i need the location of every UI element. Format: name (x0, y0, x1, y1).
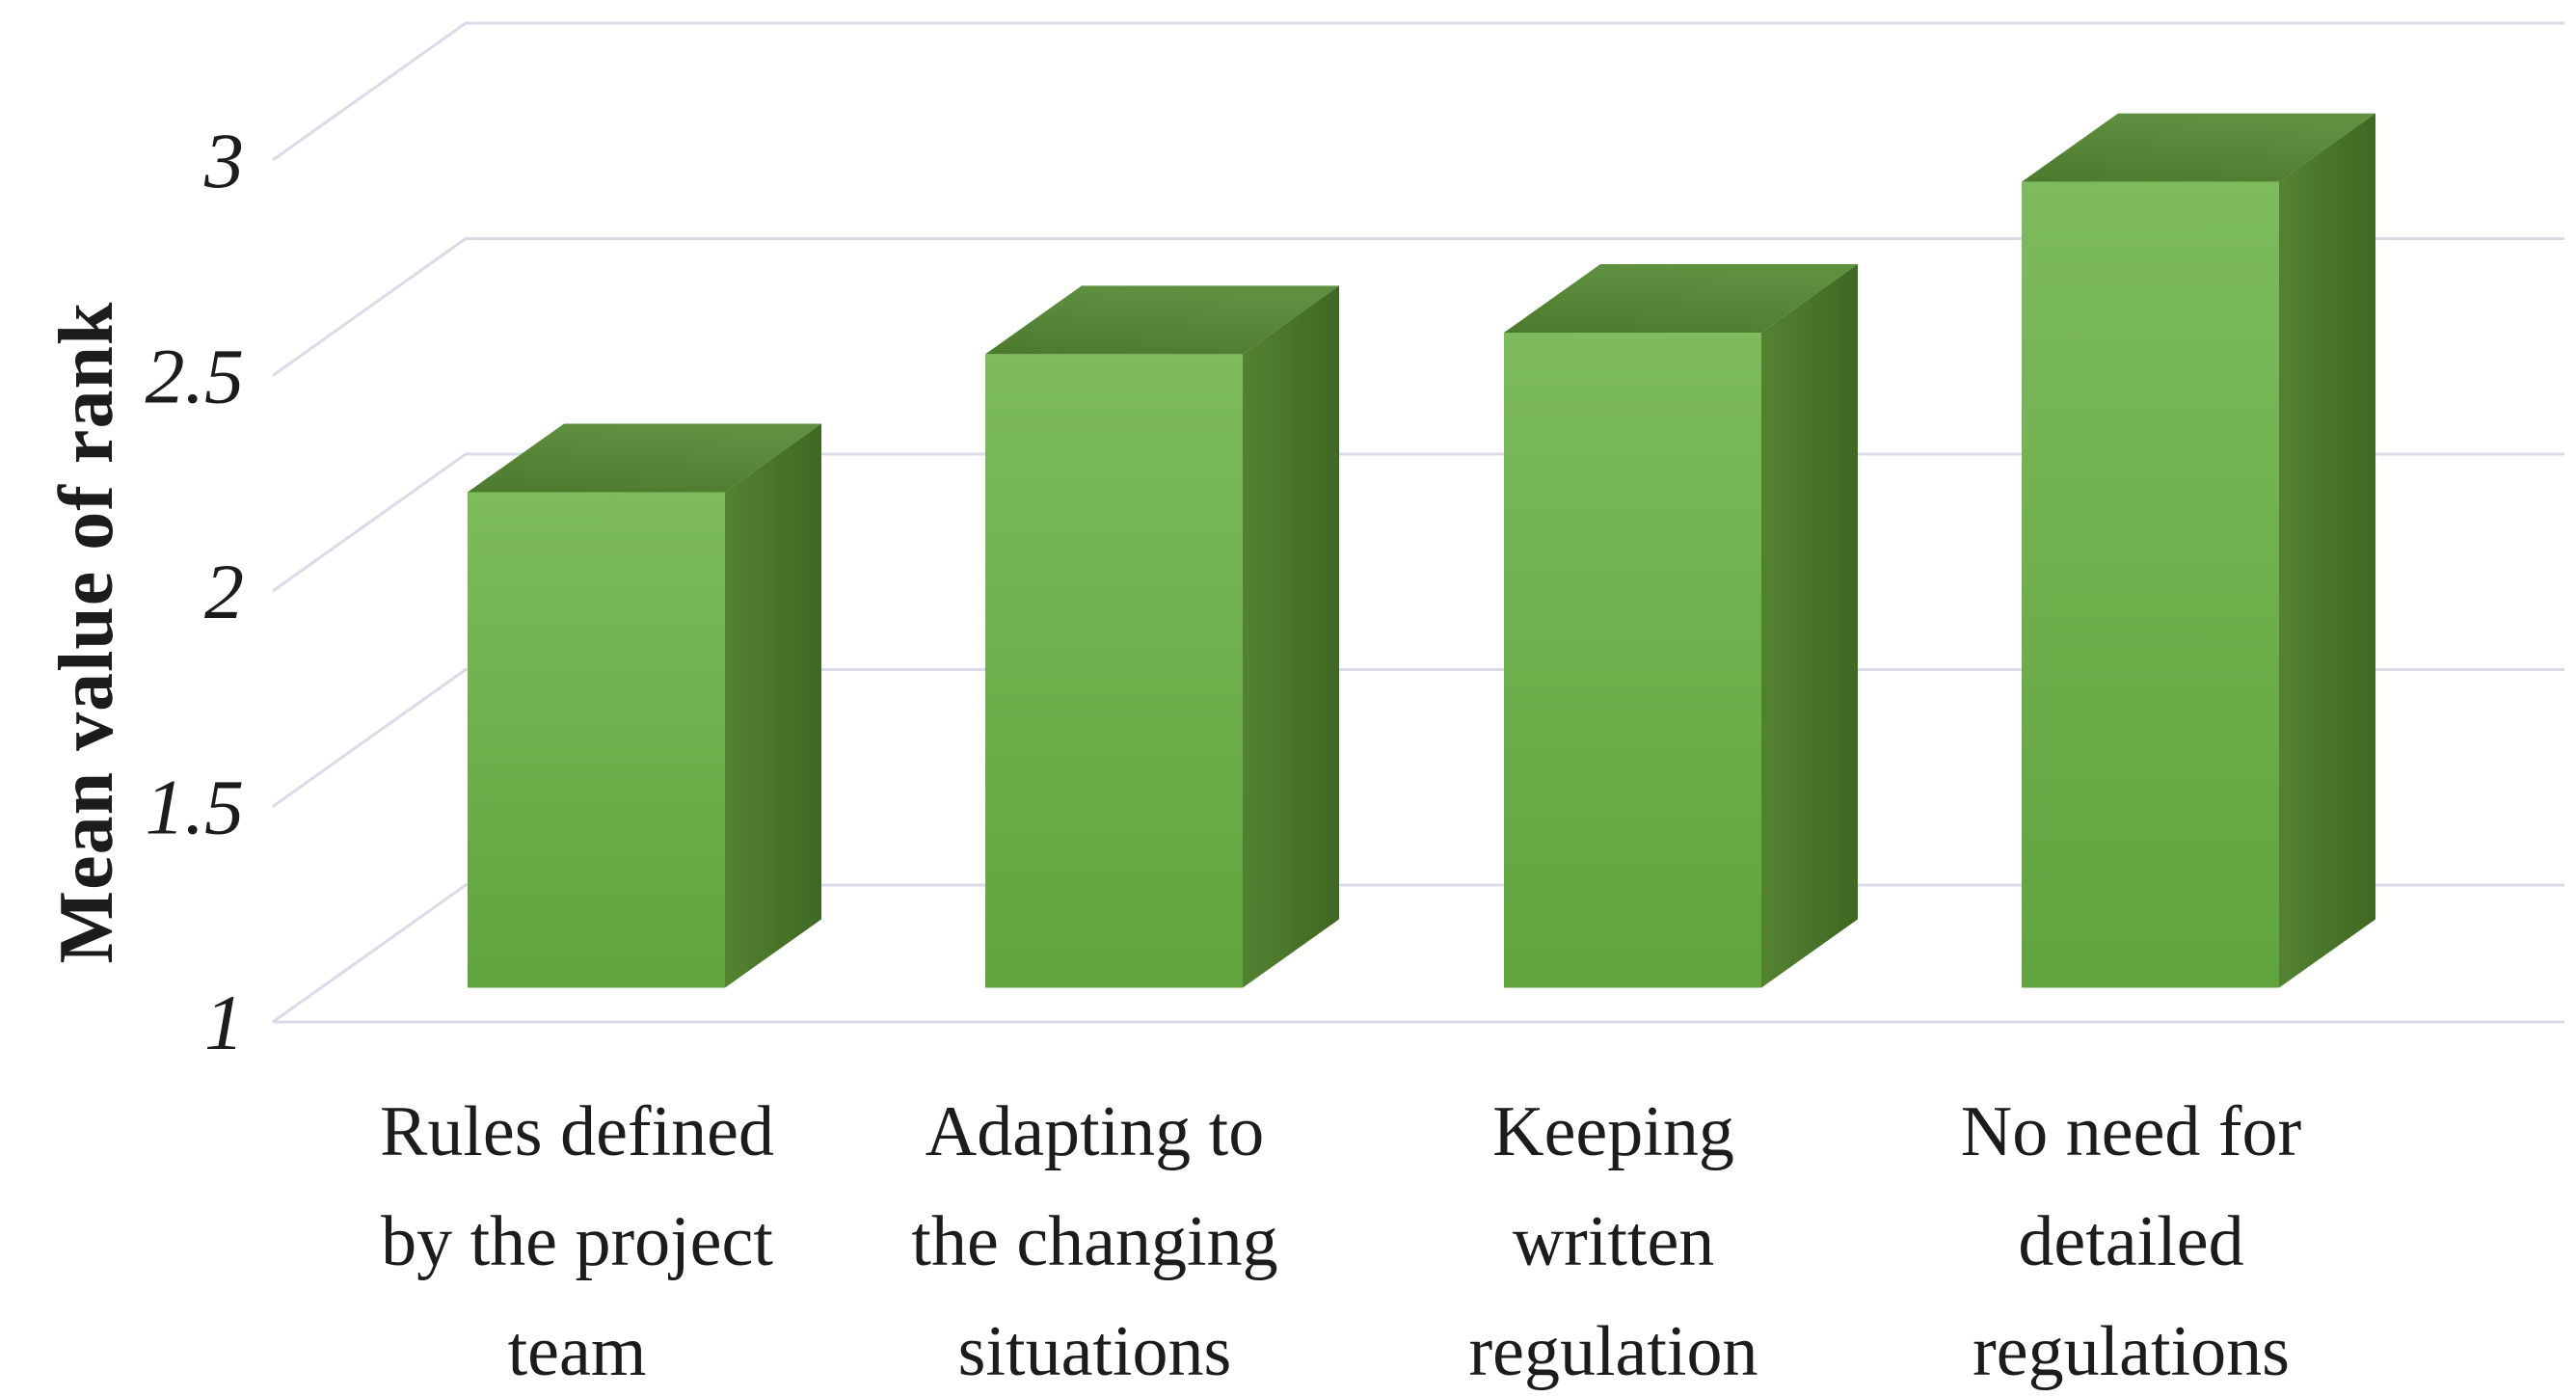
bar-side-face (1761, 264, 1858, 988)
y-axis-title: Mean value of rank (44, 301, 129, 964)
gridline-1 (272, 883, 2564, 1024)
bar-no-need-for-detailed-regulations (2022, 113, 2375, 988)
bar-front-face (985, 354, 1243, 988)
bar-front-face (1504, 333, 1761, 988)
bar-top-face (468, 423, 821, 493)
bar-front-face (468, 492, 725, 988)
bar-adapting-to-the-changing-situations (985, 285, 1339, 988)
y-tick-label-1: 1 (204, 979, 244, 1066)
gridline-2.5 (272, 237, 2564, 377)
bar-front-face (2022, 181, 2279, 988)
gridline-3 (272, 21, 2564, 162)
bar-top-face (985, 285, 1339, 355)
bars (468, 113, 2375, 988)
axis-labels: 3 2.5 2 1.5 1 Rules defined by the project team… (146, 117, 2302, 1391)
bar-rules-defined-by-the-project-team (468, 423, 821, 988)
bar-keeping-written-regulation (1504, 264, 1858, 988)
y-tick-label-3: 3 (203, 117, 244, 204)
x-category-label-no-need-for-detailed-regulations: No need for detailed regulations (1961, 1092, 2301, 1391)
x-category-label-rules-defined-by-the-project-team: Rules defined by the project team (380, 1092, 774, 1391)
bar-top-face (2022, 113, 2375, 182)
bar-side-face (1243, 285, 1339, 988)
bar-top-face (1504, 264, 1858, 334)
x-category-label-keeping-written-regulation: Keeping written regulation (1468, 1092, 1758, 1391)
x-category-label-adapting-to-the-changing-situations: Adapting to the changing situations (911, 1092, 1277, 1391)
gridline-1.5 (272, 668, 2564, 808)
y-tick-label-2.5: 2.5 (146, 333, 245, 420)
y-tick-label-2: 2 (204, 548, 244, 635)
y-tick-label-1.5: 1.5 (146, 764, 245, 851)
gridlines (272, 21, 2564, 1024)
bar-side-face (725, 423, 821, 988)
gridline-2 (272, 452, 2564, 593)
bar-side-face (2279, 113, 2375, 988)
